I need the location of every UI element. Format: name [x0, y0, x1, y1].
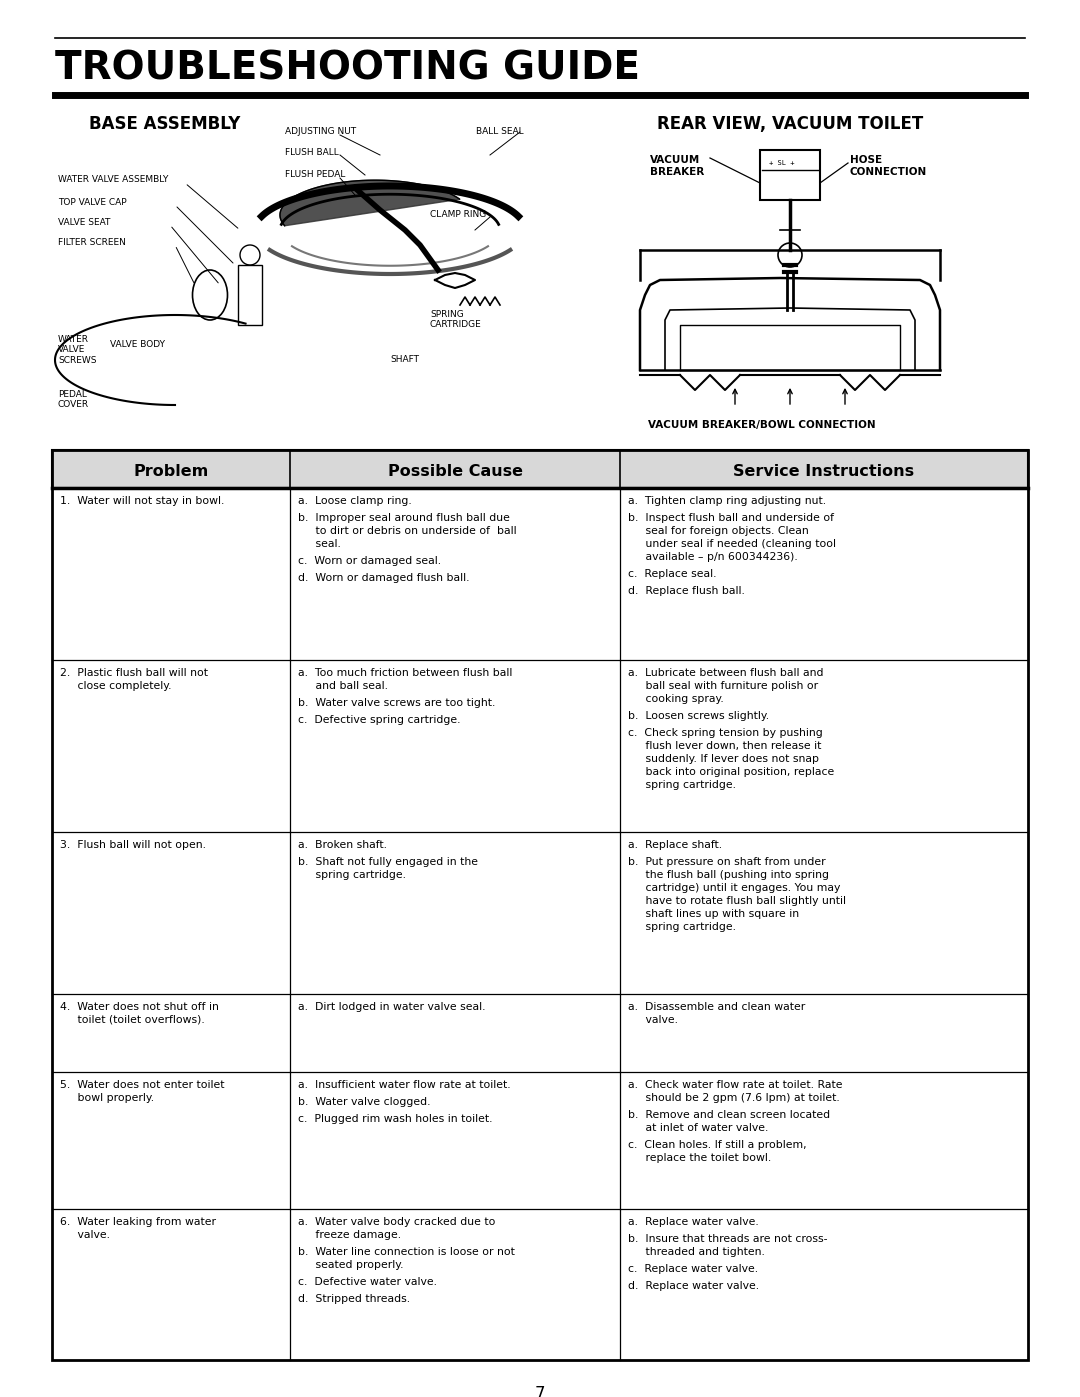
Text: a.  Check water flow rate at toilet. Rate: a. Check water flow rate at toilet. Rate	[627, 1080, 842, 1090]
Text: replace the toilet bowl.: replace the toilet bowl.	[627, 1153, 771, 1162]
Text: FLUSH BALL: FLUSH BALL	[285, 148, 339, 156]
Text: have to rotate flush ball slightly until: have to rotate flush ball slightly until	[627, 895, 846, 907]
Text: Problem: Problem	[133, 464, 208, 479]
Text: freeze damage.: freeze damage.	[298, 1229, 401, 1241]
Text: ADJUSTING NUT: ADJUSTING NUT	[285, 127, 356, 136]
Text: at inlet of water valve.: at inlet of water valve.	[627, 1123, 768, 1133]
Text: a.  Dirt lodged in water valve seal.: a. Dirt lodged in water valve seal.	[298, 1002, 486, 1011]
Text: valve.: valve.	[627, 1016, 678, 1025]
Bar	[760, 149, 820, 200]
Text: c.  Defective spring cartridge.: c. Defective spring cartridge.	[298, 715, 460, 725]
Text: should be 2 gpm (7.6 lpm) at toilet.: should be 2 gpm (7.6 lpm) at toilet.	[627, 1092, 840, 1104]
Text: threaded and tighten.: threaded and tighten.	[627, 1248, 765, 1257]
Text: b.  Water line connection is loose or not: b. Water line connection is loose or not	[298, 1248, 515, 1257]
Text: bowl properly.: bowl properly.	[60, 1092, 154, 1104]
Text: a.  Loose clamp ring.: a. Loose clamp ring.	[298, 496, 411, 506]
Text: a.  Disassemble and clean water: a. Disassemble and clean water	[627, 1002, 806, 1011]
Text: c.  Plugged rim wash holes in toilet.: c. Plugged rim wash holes in toilet.	[298, 1113, 492, 1125]
Text: + SL +: + SL +	[769, 161, 795, 166]
Text: a.  Broken shaft.: a. Broken shaft.	[298, 840, 387, 849]
Bar	[52, 450, 1028, 1361]
Text: CLAMP RING: CLAMP RING	[430, 210, 486, 219]
Text: 5.  Water does not enter toilet: 5. Water does not enter toilet	[60, 1080, 225, 1090]
Text: under seal if needed (cleaning tool: under seal if needed (cleaning tool	[627, 539, 836, 549]
Text: VACUUM BREAKER/BOWL CONNECTION: VACUUM BREAKER/BOWL CONNECTION	[648, 420, 876, 430]
Text: WATER
VALVE
SCREWS: WATER VALVE SCREWS	[58, 335, 96, 365]
Polygon shape	[280, 180, 460, 226]
Text: b.  Water valve screws are too tight.: b. Water valve screws are too tight.	[298, 698, 496, 708]
Text: WATER VALVE ASSEMBLY: WATER VALVE ASSEMBLY	[58, 175, 168, 184]
Text: and ball seal.: and ball seal.	[298, 680, 388, 692]
Text: b.  Remove and clean screen located: b. Remove and clean screen located	[627, 1111, 831, 1120]
Text: d.  Replace flush ball.: d. Replace flush ball.	[627, 585, 745, 597]
Text: SHAFT: SHAFT	[390, 355, 419, 365]
Text: VACUUM
BREAKER: VACUUM BREAKER	[650, 155, 704, 176]
Text: HOSE
CONNECTION: HOSE CONNECTION	[850, 155, 928, 176]
Text: valve.: valve.	[60, 1229, 110, 1241]
Text: seated properly.: seated properly.	[298, 1260, 404, 1270]
Text: 2.  Plastic flush ball will not: 2. Plastic flush ball will not	[60, 668, 208, 678]
Text: spring cartridge.: spring cartridge.	[627, 780, 735, 789]
Text: flush lever down, then release it: flush lever down, then release it	[627, 740, 822, 752]
Text: b.  Insure that threads are not cross-: b. Insure that threads are not cross-	[627, 1234, 827, 1243]
Text: c.  Replace seal.: c. Replace seal.	[627, 569, 716, 578]
Text: 7: 7	[535, 1384, 545, 1397]
Text: c.  Clean holes. If still a problem,: c. Clean holes. If still a problem,	[627, 1140, 807, 1150]
Text: c.  Check spring tension by pushing: c. Check spring tension by pushing	[627, 728, 823, 738]
Text: 4.  Water does not shut off in: 4. Water does not shut off in	[60, 1002, 219, 1011]
Text: FLUSH PEDAL: FLUSH PEDAL	[285, 170, 346, 179]
Text: seal for foreign objects. Clean: seal for foreign objects. Clean	[627, 527, 809, 536]
Text: b.  Inspect flush ball and underside of: b. Inspect flush ball and underside of	[627, 513, 834, 522]
Text: b.  Loosen screws slightly.: b. Loosen screws slightly.	[627, 711, 769, 721]
Text: Possible Cause: Possible Cause	[388, 464, 523, 479]
Text: FILTER SCREEN: FILTER SCREEN	[58, 237, 126, 247]
Text: b.  Water valve clogged.: b. Water valve clogged.	[298, 1097, 431, 1106]
Text: a.  Replace shaft.: a. Replace shaft.	[627, 840, 723, 849]
Text: a.  Water valve body cracked due to: a. Water valve body cracked due to	[298, 1217, 496, 1227]
Text: a.  Lubricate between flush ball and: a. Lubricate between flush ball and	[627, 668, 824, 678]
Text: c.  Worn or damaged seal.: c. Worn or damaged seal.	[298, 556, 441, 566]
Text: d.  Stripped threads.: d. Stripped threads.	[298, 1294, 410, 1303]
Text: close completely.: close completely.	[60, 680, 172, 692]
Text: a.  Insufficient water flow rate at toilet.: a. Insufficient water flow rate at toile…	[298, 1080, 511, 1090]
Text: shaft lines up with square in: shaft lines up with square in	[627, 909, 799, 919]
Text: TOP VALVE CAP: TOP VALVE CAP	[58, 198, 126, 207]
Text: b.  Shaft not fully engaged in the: b. Shaft not fully engaged in the	[298, 856, 478, 868]
Text: Service Instructions: Service Instructions	[733, 464, 915, 479]
Text: suddenly. If lever does not snap: suddenly. If lever does not snap	[627, 754, 819, 764]
Text: a.  Tighten clamp ring adjusting nut.: a. Tighten clamp ring adjusting nut.	[627, 496, 826, 506]
Text: BASE ASSEMBLY: BASE ASSEMBLY	[90, 115, 241, 133]
Text: 6.  Water leaking from water: 6. Water leaking from water	[60, 1217, 216, 1227]
Text: d.  Replace water valve.: d. Replace water valve.	[627, 1281, 759, 1291]
Text: VALVE SEAT: VALVE SEAT	[58, 218, 110, 226]
Text: b.  Improper seal around flush ball due: b. Improper seal around flush ball due	[298, 513, 510, 522]
Bar	[52, 450, 1028, 488]
Text: cartridge) until it engages. You may: cartridge) until it engages. You may	[627, 883, 840, 893]
Bar	[238, 265, 262, 326]
Text: ball seal with furniture polish or: ball seal with furniture polish or	[627, 680, 819, 692]
Text: SPRING
CARTRIDGE: SPRING CARTRIDGE	[430, 310, 482, 330]
Text: VALVE BODY: VALVE BODY	[110, 339, 165, 349]
Text: seal.: seal.	[298, 539, 341, 549]
Text: a.  Too much friction between flush ball: a. Too much friction between flush ball	[298, 668, 512, 678]
Text: available – p/n 600344236).: available – p/n 600344236).	[627, 552, 798, 562]
Text: to dirt or debris on underside of  ball: to dirt or debris on underside of ball	[298, 527, 516, 536]
Text: BALL SEAL: BALL SEAL	[476, 127, 524, 136]
Text: the flush ball (pushing into spring: the flush ball (pushing into spring	[627, 870, 829, 880]
Text: b.  Put pressure on shaft from under: b. Put pressure on shaft from under	[627, 856, 825, 868]
Text: 3.  Flush ball will not open.: 3. Flush ball will not open.	[60, 840, 206, 849]
Text: toilet (toilet overflows).: toilet (toilet overflows).	[60, 1016, 205, 1025]
Text: a.  Replace water valve.: a. Replace water valve.	[627, 1217, 759, 1227]
Text: back into original position, replace: back into original position, replace	[627, 767, 834, 777]
Text: PEDAL
COVER: PEDAL COVER	[58, 390, 90, 409]
Text: c.  Defective water valve.: c. Defective water valve.	[298, 1277, 437, 1287]
Text: 1.  Water will not stay in bowl.: 1. Water will not stay in bowl.	[60, 496, 225, 506]
Text: cooking spray.: cooking spray.	[627, 694, 724, 704]
Text: TROUBLESHOOTING GUIDE: TROUBLESHOOTING GUIDE	[55, 50, 640, 88]
Text: spring cartridge.: spring cartridge.	[298, 870, 406, 880]
Text: REAR VIEW, VACUUM TOILET: REAR VIEW, VACUUM TOILET	[657, 115, 923, 133]
Text: c.  Replace water valve.: c. Replace water valve.	[627, 1264, 758, 1274]
Text: spring cartridge.: spring cartridge.	[627, 922, 735, 932]
Text: d.  Worn or damaged flush ball.: d. Worn or damaged flush ball.	[298, 573, 470, 583]
